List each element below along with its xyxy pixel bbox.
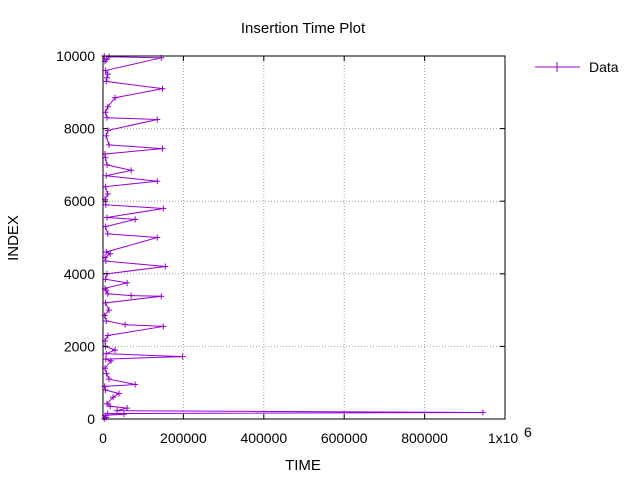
data-point: [104, 410, 111, 417]
data-point: [122, 321, 129, 328]
grid-lines: [103, 56, 505, 419]
data-point: [116, 390, 123, 397]
data-point: [104, 74, 111, 81]
x-tick-exponent: 6: [524, 424, 532, 440]
x-tick-label: 200000: [160, 430, 207, 446]
data-point: [104, 290, 111, 297]
data-point: [103, 370, 110, 377]
y-axis: 0 2000 4000 6000 8000 10000: [56, 48, 505, 427]
y-tick-label: 0: [87, 411, 95, 427]
series-data: [101, 53, 486, 422]
data-point: [179, 353, 186, 360]
x-tick-label: 1x10: [488, 430, 519, 446]
data-point: [106, 307, 113, 314]
data-point: [104, 400, 111, 407]
data-point: [162, 263, 169, 270]
data-point: [154, 116, 161, 123]
data-point: [103, 350, 110, 357]
data-point: [104, 214, 111, 221]
data-point: [104, 103, 111, 110]
y-axis-title: INDEX: [5, 215, 22, 261]
data-point: [114, 407, 121, 414]
plot-border: [102, 55, 506, 420]
y-tick-label: 10000: [56, 48, 95, 64]
data-point: [132, 216, 139, 223]
data-point: [159, 85, 166, 92]
y-tick-label: 6000: [64, 193, 95, 209]
data-point: [103, 249, 110, 256]
data-point: [160, 323, 167, 330]
data-point: [154, 234, 161, 241]
data-point: [128, 167, 135, 174]
data-point: [128, 292, 135, 299]
data-point: [112, 94, 119, 101]
x-tick-label: 0: [99, 430, 107, 446]
data-point: [106, 376, 113, 383]
data-point: [112, 347, 119, 354]
y-tick-label: 2000: [64, 338, 95, 354]
data-point: [158, 293, 165, 300]
data-point: [104, 161, 111, 168]
data-point: [106, 53, 113, 60]
series-line: [103, 55, 483, 420]
legend: Data: [535, 59, 619, 75]
data-point: [107, 250, 114, 257]
data-point: [102, 201, 109, 208]
x-axis-title: TIME: [285, 457, 321, 474]
data-point: [132, 381, 139, 388]
data-point: [479, 409, 486, 416]
x-tick-label: 600000: [321, 430, 368, 446]
data-point: [104, 332, 111, 339]
y-tick-label: 4000: [64, 266, 95, 282]
x-tick-label: 800000: [401, 430, 448, 446]
x-tick-label: 400000: [240, 430, 287, 446]
data-point: [160, 205, 167, 212]
data-point: [108, 357, 115, 364]
data-point: [103, 317, 110, 324]
data-point: [110, 394, 117, 401]
data-point: [124, 405, 131, 412]
data-point: [159, 145, 166, 152]
data-point: [104, 71, 111, 78]
data-point: [120, 411, 127, 418]
data-point: [124, 279, 131, 286]
chart-title: Insertion Time Plot: [241, 20, 366, 37]
legend-label: Data: [589, 59, 619, 75]
data-point: [102, 258, 109, 265]
y-tick-label: 8000: [64, 121, 95, 137]
data-point: [106, 141, 113, 148]
data-point: [104, 114, 111, 121]
data-point: [107, 403, 114, 410]
data-point: [104, 230, 111, 237]
data-point: [154, 178, 161, 185]
data-point: [104, 190, 111, 197]
x-axis: 0 200000 400000 600000 800000 1x10 6: [99, 56, 532, 446]
data-point: [103, 78, 110, 85]
data-point: [103, 132, 110, 139]
data-point: [102, 356, 109, 363]
data-point: [103, 172, 110, 179]
